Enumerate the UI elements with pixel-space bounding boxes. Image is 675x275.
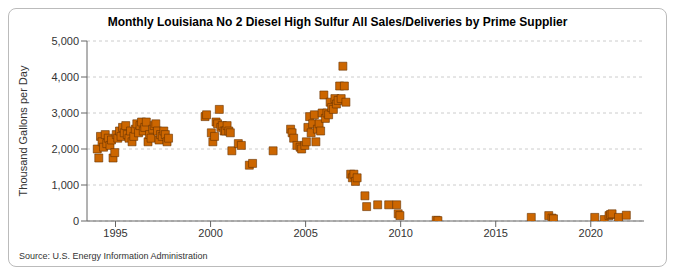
svg-text:3,000: 3,000 xyxy=(51,107,79,119)
svg-text:2005: 2005 xyxy=(293,227,317,239)
svg-text:4,000: 4,000 xyxy=(51,71,79,83)
svg-text:5,000: 5,000 xyxy=(51,35,79,47)
svg-text:Thousand Gallons per Day: Thousand Gallons per Day xyxy=(17,65,29,196)
svg-text:0: 0 xyxy=(73,215,79,227)
html-text:Source: U.S. Energy Informatio: Source: U.S. Energy Information Administ… xyxy=(19,251,208,261)
html-text:Monthly Louisiana No 2 Diesel: Monthly Louisiana No 2 Diesel High Sulfu… xyxy=(107,15,568,29)
svg-text:2020: 2020 xyxy=(579,227,603,239)
svg-text:2010: 2010 xyxy=(388,227,412,239)
svg-text:1995: 1995 xyxy=(103,227,127,239)
svg-text:2,000: 2,000 xyxy=(51,143,79,155)
svg-text:1,000: 1,000 xyxy=(51,179,79,191)
svg-text:2000: 2000 xyxy=(198,227,222,239)
svg-text:2015: 2015 xyxy=(483,227,507,239)
